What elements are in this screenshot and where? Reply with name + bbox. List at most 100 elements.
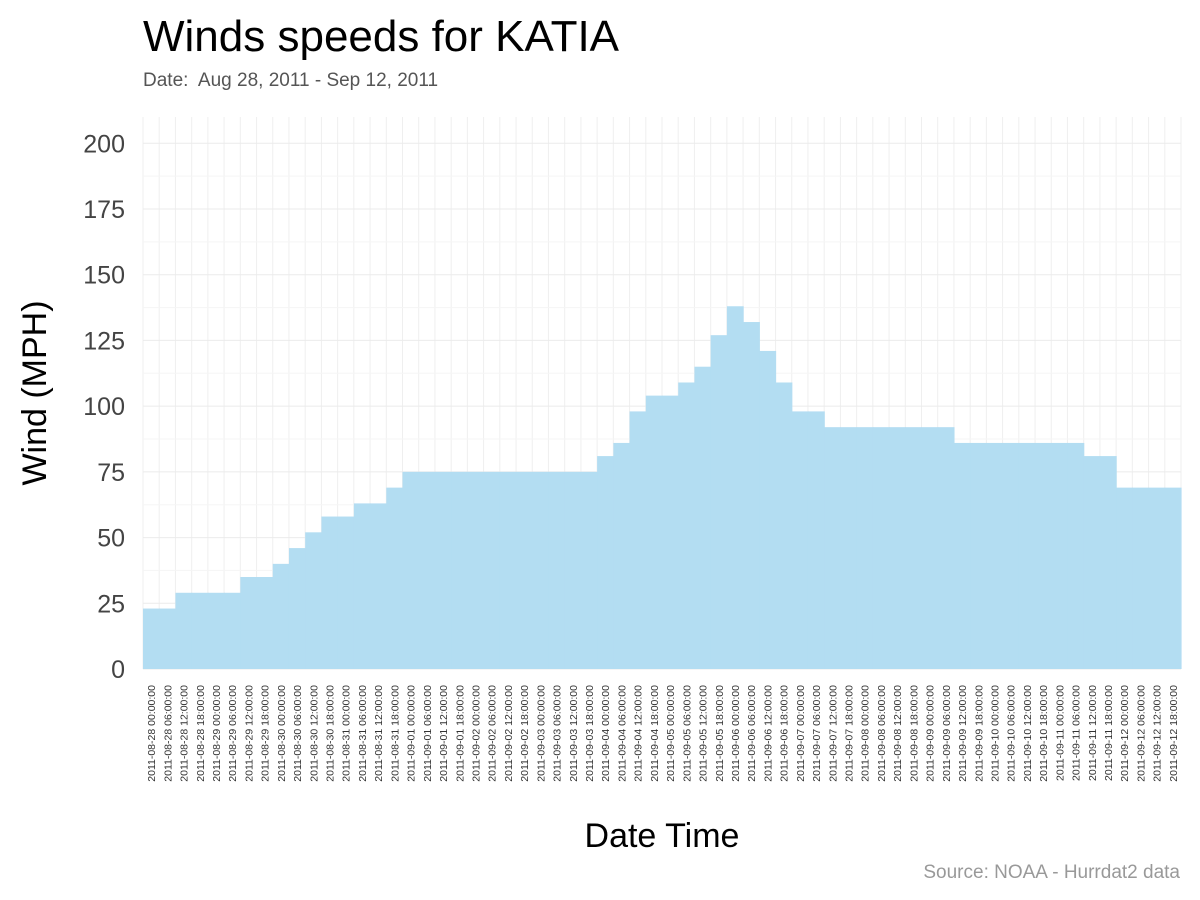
x-tick-label: 2011-09-03 12:00:00 xyxy=(568,685,580,782)
x-tick-label: 2011-09-04 12:00:00 xyxy=(633,685,645,782)
wind-step xyxy=(191,592,209,669)
x-axis-ticks: 2011-08-28 00:00:00 2011-08-28 06:00:00 20… xyxy=(146,685,1180,782)
chart-title: Winds speeds for KATIA xyxy=(143,12,620,61)
y-tick-label: 125 xyxy=(83,327,125,355)
x-tick-label: 2011-08-30 12:00:00 xyxy=(308,685,320,782)
wind-step xyxy=(175,592,193,669)
wind-step xyxy=(824,427,842,669)
x-tick-label: 2011-08-29 00:00:00 xyxy=(211,685,223,782)
wind-step xyxy=(597,456,614,669)
x-tick-label: 2011-09-12 06:00:00 xyxy=(1135,685,1147,782)
wind-step xyxy=(1035,442,1052,669)
x-tick-label: 2011-09-10 06:00:00 xyxy=(1006,685,1018,782)
y-tick-label: 100 xyxy=(83,393,125,421)
wind-step xyxy=(418,471,436,669)
wind-step xyxy=(548,471,566,669)
x-tick-label: 2011-09-05 00:00:00 xyxy=(665,685,677,782)
wind-step xyxy=(807,411,825,669)
y-axis-ticks: 0 25 50 75 100 125 150 175 200 xyxy=(83,130,125,684)
x-tick-label: 2011-09-04 00:00:00 xyxy=(600,685,612,782)
wind-step xyxy=(613,442,631,669)
x-tick-label: 2011-09-10 00:00:00 xyxy=(989,685,1001,782)
wind-step xyxy=(483,471,501,669)
wind-step xyxy=(370,503,387,669)
wind-step xyxy=(1116,487,1133,669)
x-tick-label: 2011-09-03 00:00:00 xyxy=(535,685,547,782)
x-tick-label: 2011-09-01 06:00:00 xyxy=(422,685,434,782)
x-tick-label: 2011-09-09 18:00:00 xyxy=(973,685,985,782)
x-tick-label: 2011-09-09 06:00:00 xyxy=(941,685,953,782)
x-tick-label: 2011-09-06 00:00:00 xyxy=(730,685,742,782)
x-tick-label: 2011-09-12 00:00:00 xyxy=(1119,685,1131,782)
wind-step xyxy=(224,592,241,669)
wind-step xyxy=(337,516,355,669)
x-tick-label: 2011-09-08 06:00:00 xyxy=(876,685,888,782)
x-tick-label: 2011-09-11 06:00:00 xyxy=(1071,685,1083,781)
wind-step xyxy=(629,411,647,669)
wind-step xyxy=(564,471,582,669)
x-tick-label: 2011-09-06 18:00:00 xyxy=(779,685,791,782)
x-tick-label: 2011-08-31 06:00:00 xyxy=(357,685,369,782)
y-tick-label: 150 xyxy=(83,262,125,290)
x-tick-label: 2011-09-12 12:00:00 xyxy=(1152,685,1164,782)
x-tick-label: 2011-09-08 12:00:00 xyxy=(892,685,904,782)
wind-step xyxy=(986,442,1004,669)
wind-step xyxy=(1018,442,1036,669)
wind-step xyxy=(840,427,858,669)
x-tick-label: 2011-09-09 12:00:00 xyxy=(957,685,969,782)
x-tick-label: 2011-09-11 18:00:00 xyxy=(1103,685,1115,781)
x-tick-label: 2011-09-07 06:00:00 xyxy=(811,685,823,782)
y-tick-label: 75 xyxy=(97,459,125,487)
wind-step xyxy=(451,471,468,669)
wind-step xyxy=(1002,442,1020,669)
wind-step xyxy=(1067,442,1085,669)
y-tick-label: 200 xyxy=(83,130,125,158)
x-tick-label: 2011-09-01 12:00:00 xyxy=(438,685,450,782)
x-tick-label: 2011-08-28 12:00:00 xyxy=(179,685,191,782)
wind-step xyxy=(434,471,452,669)
wind-step xyxy=(143,608,160,669)
wind-step xyxy=(516,471,533,669)
wind-step xyxy=(1164,487,1182,669)
x-tick-label: 2011-08-28 18:00:00 xyxy=(195,685,207,782)
x-tick-label: 2011-09-02 00:00:00 xyxy=(470,685,482,782)
x-tick-label: 2011-09-07 00:00:00 xyxy=(795,685,807,782)
wind-step xyxy=(921,427,939,669)
wind-step xyxy=(694,366,712,669)
x-tick-label: 2011-08-29 12:00:00 xyxy=(243,685,255,782)
x-tick-label: 2011-08-31 12:00:00 xyxy=(373,685,385,782)
x-tick-label: 2011-09-02 12:00:00 xyxy=(503,685,515,782)
wind-step xyxy=(1148,487,1166,669)
wind-step xyxy=(1132,487,1150,669)
y-tick-label: 25 xyxy=(97,590,125,618)
x-tick-label: 2011-08-28 00:00:00 xyxy=(146,685,158,782)
chart-subtitle: Date: Aug 28, 2011 - Sep 12, 2011 xyxy=(143,70,439,91)
x-tick-label: 2011-09-09 00:00:00 xyxy=(925,685,937,782)
wind-step xyxy=(353,503,371,669)
wind-step xyxy=(856,427,874,669)
x-tick-label: 2011-09-10 18:00:00 xyxy=(1038,685,1050,782)
x-tick-label: 2011-09-11 00:00:00 xyxy=(1054,685,1066,781)
x-tick-label: 2011-08-30 00:00:00 xyxy=(276,685,288,782)
wind-step xyxy=(256,577,274,669)
x-tick-label: 2011-09-02 06:00:00 xyxy=(487,685,499,782)
wind-step xyxy=(1083,456,1101,669)
wind-step xyxy=(726,306,744,669)
wind-step xyxy=(321,516,339,669)
x-tick-label: 2011-09-04 06:00:00 xyxy=(616,685,628,782)
wind-step xyxy=(743,322,760,669)
wind-step xyxy=(710,335,728,669)
wind-step xyxy=(288,548,306,669)
y-tick-label: 50 xyxy=(97,525,125,553)
wind-step xyxy=(386,487,404,669)
x-tick-label: 2011-09-08 18:00:00 xyxy=(908,685,920,782)
wind-step xyxy=(937,427,955,669)
x-tick-label: 2011-09-04 18:00:00 xyxy=(649,685,661,782)
x-tick-label: 2011-09-06 06:00:00 xyxy=(746,685,758,782)
wind-step xyxy=(467,471,485,669)
x-tick-label: 2011-09-11 12:00:00 xyxy=(1087,685,1099,781)
x-tick-label: 2011-08-30 06:00:00 xyxy=(292,685,304,782)
x-tick-label: 2011-09-01 00:00:00 xyxy=(406,685,418,782)
y-tick-label: 175 xyxy=(83,196,125,224)
